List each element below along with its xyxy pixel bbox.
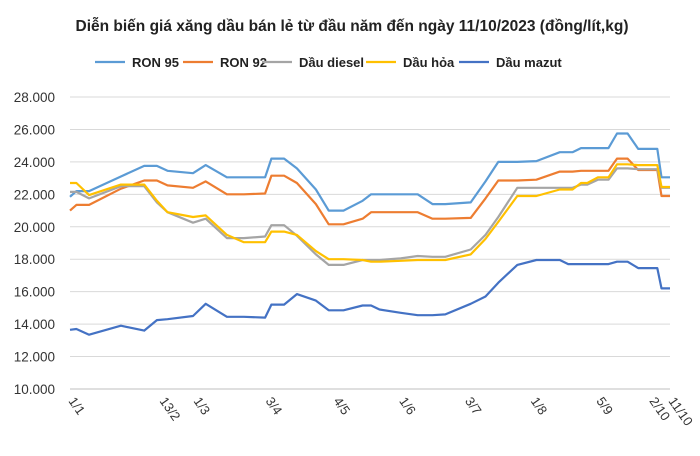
legend-label: Dầu mazut (496, 55, 562, 70)
legend-item: Dầu hỏa (366, 55, 455, 70)
y-tick-label: 12.000 (14, 350, 55, 365)
y-tick-label: 28.000 (14, 90, 55, 105)
x-tick-label: 5/9 (593, 394, 616, 417)
x-tick-label: 1/6 (396, 394, 419, 417)
legend-label: Dầu hỏa (403, 55, 455, 70)
series-line-dầu-hỏa (70, 163, 670, 263)
legend-item: RON 95 (95, 55, 179, 70)
y-tick-label: 10.000 (14, 382, 55, 397)
y-tick-label: 24.000 (14, 155, 55, 170)
legend-item: Dầu mazut (459, 55, 562, 70)
x-tick-label: 3/4 (263, 394, 286, 417)
x-tick-label: 4/5 (331, 394, 354, 417)
x-tick-label: 1/8 (528, 394, 551, 417)
legend-item: Dầu diesel (262, 55, 364, 70)
series-line-dầu-mazut (69, 258, 670, 336)
legend-label: RON 92 (220, 55, 267, 70)
y-tick-label: 26.000 (14, 122, 55, 137)
x-tick-label: 2/10 (646, 394, 673, 423)
legend-label: RON 95 (132, 55, 179, 70)
y-tick-label: 18.000 (14, 252, 55, 267)
y-tick-label: 22.000 (14, 187, 55, 202)
y-tick-label: 20.000 (14, 220, 55, 235)
series-line-dầu-diesel (70, 167, 670, 266)
legend: RON 95 RON 92 Dầu diesel Dầu hỏa Dầu mazut (95, 55, 562, 70)
series-line-ron-95 (69, 132, 670, 212)
series-lines (69, 132, 670, 336)
legend-item: RON 92 (183, 55, 267, 70)
x-tick-label: 1/1 (66, 394, 89, 417)
x-tick-label: 13/2 (157, 394, 184, 423)
gridlines (70, 96, 670, 358)
y-axis-tick-labels: 10.000 12.000 14.000 16.000 18.000 20.000 22.0… (14, 90, 55, 397)
chart-title: Diễn biến giá xăng dầu bán lẻ từ đầu năm… (76, 18, 629, 35)
y-tick-label: 14.000 (14, 317, 55, 332)
legend-label: Dầu diesel (299, 55, 364, 70)
x-tick-label: 3/7 (462, 394, 485, 417)
x-tick-label: 1/3 (191, 394, 214, 417)
y-tick-label: 16.000 (14, 285, 55, 300)
series-line-ron-92 (69, 157, 670, 226)
